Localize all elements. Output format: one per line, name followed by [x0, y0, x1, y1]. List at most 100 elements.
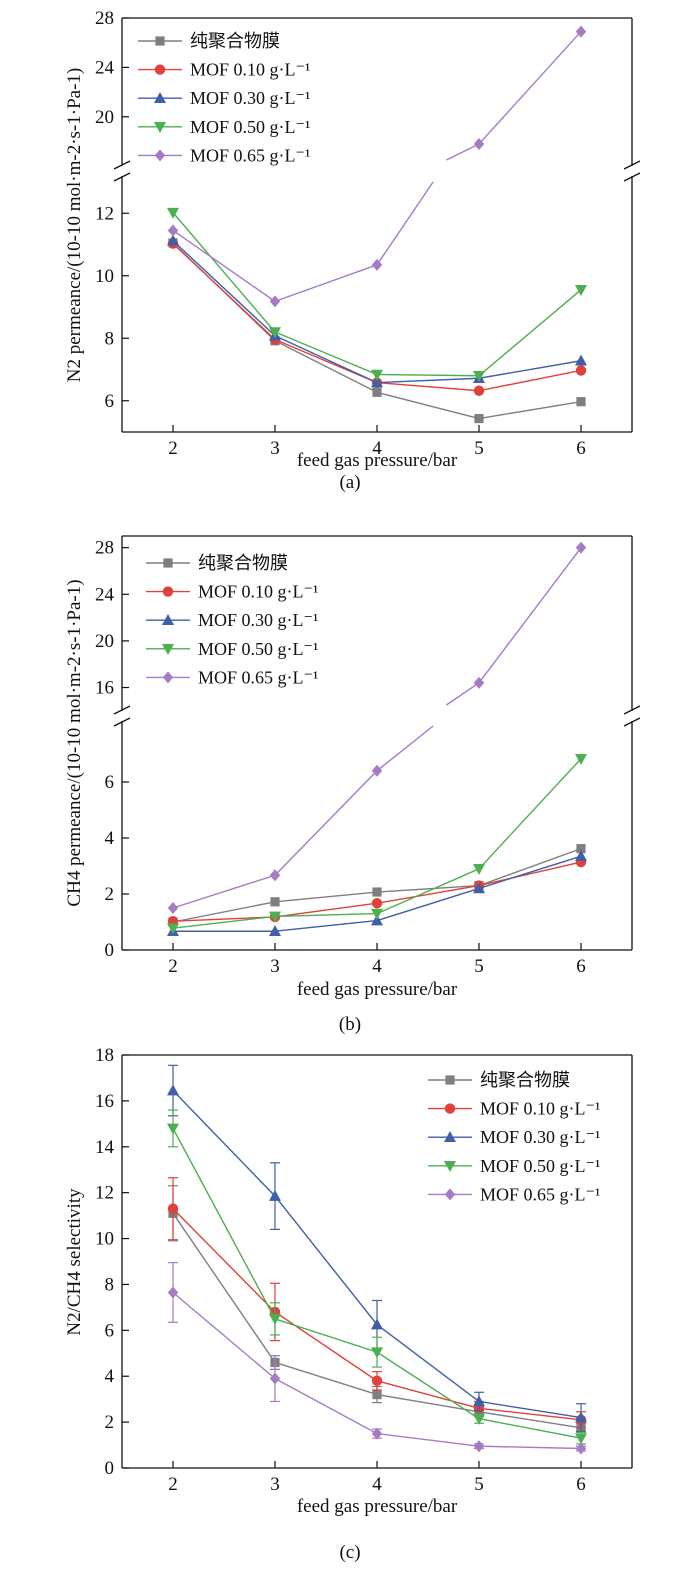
y-tick-label: 28 — [95, 8, 114, 29]
series-line-segment — [172, 229, 276, 302]
data-point — [371, 1347, 383, 1359]
data-point — [473, 676, 485, 689]
data-point — [167, 1203, 179, 1214]
panel-caption: (b) — [339, 1014, 361, 1035]
legend-label: MOF 0.30 g·L⁻¹ — [480, 1127, 600, 1147]
data-point — [473, 1413, 485, 1425]
data-point — [269, 925, 281, 937]
series-line-segment — [376, 377, 480, 384]
data-point — [576, 844, 586, 854]
axis-break-mark — [623, 717, 641, 727]
y-tick-label: 16 — [95, 1091, 114, 1112]
y-tick-label: 12 — [95, 203, 114, 224]
data-point — [473, 1395, 485, 1407]
series-line-segment — [274, 919, 378, 932]
x-tick-label: 6 — [576, 1474, 586, 1495]
series-line-segment — [172, 874, 276, 909]
data-point — [269, 327, 281, 339]
legend-entry: MOF 0.65 g·L⁻¹ — [138, 145, 310, 165]
series-line-segment — [478, 31, 582, 145]
panel-caption: (a) — [339, 472, 360, 493]
legend-label: MOF 0.65 g·L⁻¹ — [190, 145, 310, 165]
legend-marker — [154, 92, 166, 103]
data-point — [575, 1433, 587, 1445]
data-point — [269, 295, 281, 308]
data-point — [270, 897, 280, 907]
legend-label: MOF 0.50 g·L⁻¹ — [480, 1156, 600, 1176]
legend-entry: MOF 0.30 g·L⁻¹ — [146, 610, 318, 630]
data-point — [473, 137, 485, 150]
series-line-segment — [478, 360, 582, 379]
x-tick-label: 3 — [270, 956, 280, 977]
data-point — [473, 1440, 485, 1453]
legend-label: MOF 0.30 g·L⁻¹ — [190, 88, 310, 108]
y-tick-label: 6 — [105, 1320, 115, 1341]
data-point — [575, 285, 587, 297]
series-line-segment — [446, 143, 480, 161]
series-line-segment — [376, 381, 480, 392]
axis-break-mark — [623, 705, 641, 715]
legend-marker — [162, 644, 174, 655]
y-tick-label: 24 — [95, 584, 115, 605]
legend-entry: 纯聚合物膜 — [138, 31, 280, 51]
series-mof030 — [167, 850, 587, 937]
data-point — [575, 25, 587, 38]
series-line-segment — [172, 212, 276, 333]
y-tick-label: 8 — [105, 328, 115, 349]
series-line-segment — [376, 887, 480, 922]
data-point — [473, 370, 485, 382]
series-line-segment — [478, 369, 582, 392]
series-mof065 — [167, 541, 587, 914]
y-tick-label: 20 — [95, 631, 114, 652]
x-axis-label: feed gas pressure/bar — [297, 979, 458, 1000]
x-tick-label: 4 — [372, 956, 382, 977]
x-tick-label: 5 — [474, 956, 484, 977]
legend-entry: MOF 0.30 g·L⁻¹ — [138, 88, 310, 108]
y-tick-label: 0 — [105, 1458, 115, 1479]
legend-label: MOF 0.10 g·L⁻¹ — [198, 582, 318, 602]
data-point — [167, 1123, 179, 1135]
legend-label: MOF 0.30 g·L⁻¹ — [198, 610, 318, 630]
data-point — [371, 258, 383, 271]
data-point — [167, 923, 179, 935]
axis-break-mark — [113, 717, 131, 727]
y-axis-label: N2 permeance/(10-10 mol·m-2·s-1·Pa-1) — [64, 68, 85, 382]
series-line-segment — [445, 682, 480, 706]
legend-marker — [162, 614, 174, 625]
series-mof050 — [167, 1109, 587, 1445]
legend-label: MOF 0.10 g·L⁻¹ — [190, 60, 310, 80]
series-line-segment — [376, 181, 434, 266]
data-point — [371, 914, 383, 926]
legend-label: 纯聚合物膜 — [190, 31, 280, 51]
axis-break-mark — [113, 160, 131, 170]
series-line-segment — [478, 289, 582, 377]
data-point — [167, 1084, 179, 1096]
legend-marker — [444, 1131, 456, 1142]
y-tick-label: 14 — [95, 1137, 115, 1158]
data-point — [371, 764, 383, 777]
y-tick-label: 28 — [95, 538, 114, 559]
data-point — [372, 387, 382, 397]
axis-break-mark — [623, 172, 641, 182]
series-line-segment — [376, 373, 480, 377]
series-mof030 — [167, 234, 587, 388]
data-point — [167, 1286, 179, 1299]
series-line-segment — [172, 240, 276, 337]
legend-entry: MOF 0.50 g·L⁻¹ — [146, 639, 318, 659]
data-point — [575, 354, 587, 366]
series-line-segment — [274, 770, 378, 876]
legend-entry: MOF 0.65 g·L⁻¹ — [146, 667, 318, 687]
y-tick-label: 10 — [95, 266, 114, 287]
legend-entry: MOF 0.10 g·L⁻¹ — [146, 582, 318, 602]
legend-marker — [154, 122, 166, 133]
series-line-segment — [172, 915, 276, 929]
x-axis-label: feed gas pressure/bar — [297, 1496, 458, 1517]
legend-label: MOF 0.10 g·L⁻¹ — [480, 1099, 600, 1119]
legend-marker — [162, 671, 174, 684]
x-tick-label: 6 — [576, 956, 586, 977]
series-mof030 — [167, 1064, 587, 1432]
legend-marker — [445, 1075, 455, 1085]
y-axis-label: CH4 permeance/(10-10 mol·m-2·s-1·Pa-1) — [64, 579, 85, 906]
